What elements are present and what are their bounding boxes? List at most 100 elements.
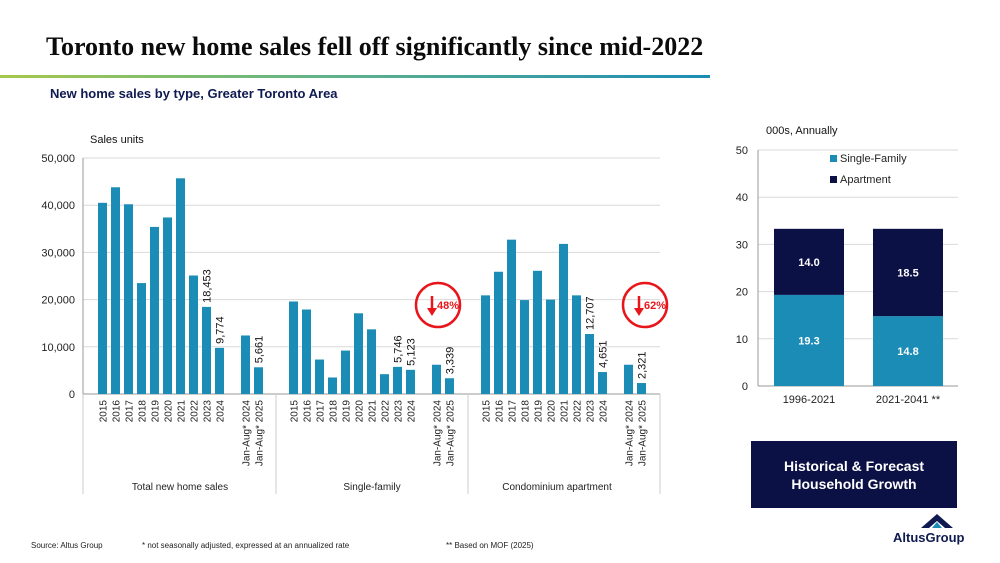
x-tick-label: 2024: [599, 400, 610, 423]
bar: [624, 364, 633, 394]
bar: [150, 226, 159, 394]
x-tick-label: 2015: [290, 400, 301, 423]
bar: [328, 377, 337, 394]
data-label: 3,339: [445, 347, 457, 375]
bar: [111, 187, 120, 394]
x-tick-label: 2021: [368, 400, 379, 423]
group-label: Single-family: [343, 482, 400, 493]
data-label: 9,774: [215, 316, 227, 344]
bar: [432, 364, 441, 394]
x-tick-label: 2016: [303, 400, 314, 423]
x-tick-label: 1996-2021: [783, 394, 836, 406]
x-tick-label: 2020: [547, 400, 558, 423]
data-label: 5,123: [406, 338, 418, 366]
x-tick-label: 2023: [203, 400, 214, 423]
x-tick-label: 2022: [573, 400, 584, 423]
x-tick-label: 2019: [151, 400, 162, 423]
bar: [520, 300, 529, 394]
callout-circle: [621, 281, 669, 329]
bar: [367, 329, 376, 394]
x-tick-label: 2020: [164, 400, 175, 423]
y-tick-label: 0: [69, 389, 75, 401]
title-divider: [0, 75, 710, 78]
y-tick-label: 40: [736, 192, 748, 204]
x-tick-label: Jan-Aug* 2024: [433, 400, 444, 467]
group-label: Condominium apartment: [502, 482, 612, 493]
segment-label: 14.8: [897, 346, 918, 358]
y-tick-label: 50,000: [41, 153, 75, 165]
x-tick-label: 2020: [355, 400, 366, 423]
y-tick-label: 30,000: [41, 247, 75, 259]
x-tick-label: 2022: [381, 400, 392, 423]
bar: [481, 295, 490, 394]
bar: [598, 372, 607, 394]
x-tick-label: Jan-Aug* 2024: [625, 400, 636, 467]
bar: [354, 313, 363, 394]
x-tick-label: 2017: [316, 400, 327, 423]
data-label: 4,651: [598, 341, 610, 369]
data-label: 2,321: [637, 352, 649, 380]
x-tick-label: Jan-Aug* 2025: [446, 400, 457, 467]
bar: [315, 359, 324, 394]
callout-label: 48%: [437, 300, 459, 312]
x-tick-label: 2019: [342, 400, 353, 423]
x-tick-label: 2017: [508, 400, 519, 423]
x-tick-label: 2018: [521, 400, 532, 423]
stacked-bar-segment: [873, 316, 943, 386]
callout-label: 62%: [644, 300, 666, 312]
x-tick-label: 2015: [482, 400, 493, 423]
bar: [189, 275, 198, 394]
data-label: 5,661: [254, 336, 266, 364]
group-label: Total new home sales: [132, 482, 228, 493]
chart-subtitle: New home sales by type, Greater Toronto …: [50, 86, 338, 101]
footer-source: Source: Altus Group: [31, 541, 103, 550]
y-tick-label: 20: [736, 287, 748, 299]
x-tick-label: 2021: [177, 400, 188, 423]
bar: [637, 383, 646, 394]
historical-forecast-box: Historical & Forecast Household Growth: [751, 441, 957, 508]
down-arrow-head-icon: [634, 308, 644, 316]
x-tick-label: 2017: [125, 400, 136, 423]
bar: [163, 217, 172, 394]
x-tick-label: 2015: [99, 400, 110, 423]
x-tick-label: 2016: [112, 400, 123, 423]
x-tick-label: 2022: [190, 400, 201, 423]
down-arrow-head-icon: [427, 308, 437, 316]
x-tick-label: 2018: [138, 400, 149, 423]
legend-swatch: [830, 155, 837, 162]
legend-swatch: [830, 176, 837, 183]
y-tick-label: 10: [736, 334, 748, 346]
x-tick-label: 2019: [534, 400, 545, 423]
bar: [546, 299, 555, 394]
segment-label: 14.0: [798, 257, 819, 269]
side-y-axis-title: 000s, Annually: [766, 125, 838, 137]
box-line-2: Household Growth: [791, 475, 917, 492]
bar: [215, 347, 224, 394]
bar: [572, 295, 581, 394]
segment-label: 19.3: [798, 335, 819, 347]
x-tick-label: 2024: [216, 400, 227, 423]
page-title: Toronto new home sales fell off signific…: [46, 32, 704, 61]
x-tick-label: 2016: [495, 400, 506, 423]
altus-logo-icon: [921, 514, 953, 528]
data-label: 12,707: [585, 296, 597, 330]
bar: [202, 306, 211, 394]
y-tick-label: 50: [736, 145, 748, 157]
data-label: 5,746: [393, 335, 405, 363]
bar: [254, 367, 263, 394]
bar: [341, 350, 350, 394]
segment-label: 18.5: [897, 267, 918, 279]
bar: [494, 271, 503, 394]
altus-logo-text: AltusGroup: [893, 530, 965, 545]
bar: [98, 202, 107, 394]
x-tick-label: Jan-Aug* 2025: [638, 400, 649, 467]
stacked-bar-segment: [774, 228, 844, 295]
data-label: 18,453: [202, 269, 214, 303]
box-line-1: Historical & Forecast: [783, 457, 925, 474]
bar: [533, 270, 542, 394]
y-tick-label: 20,000: [41, 295, 75, 307]
x-tick-label: 2018: [329, 400, 340, 423]
x-tick-label: Jan-Aug* 2025: [255, 400, 266, 467]
